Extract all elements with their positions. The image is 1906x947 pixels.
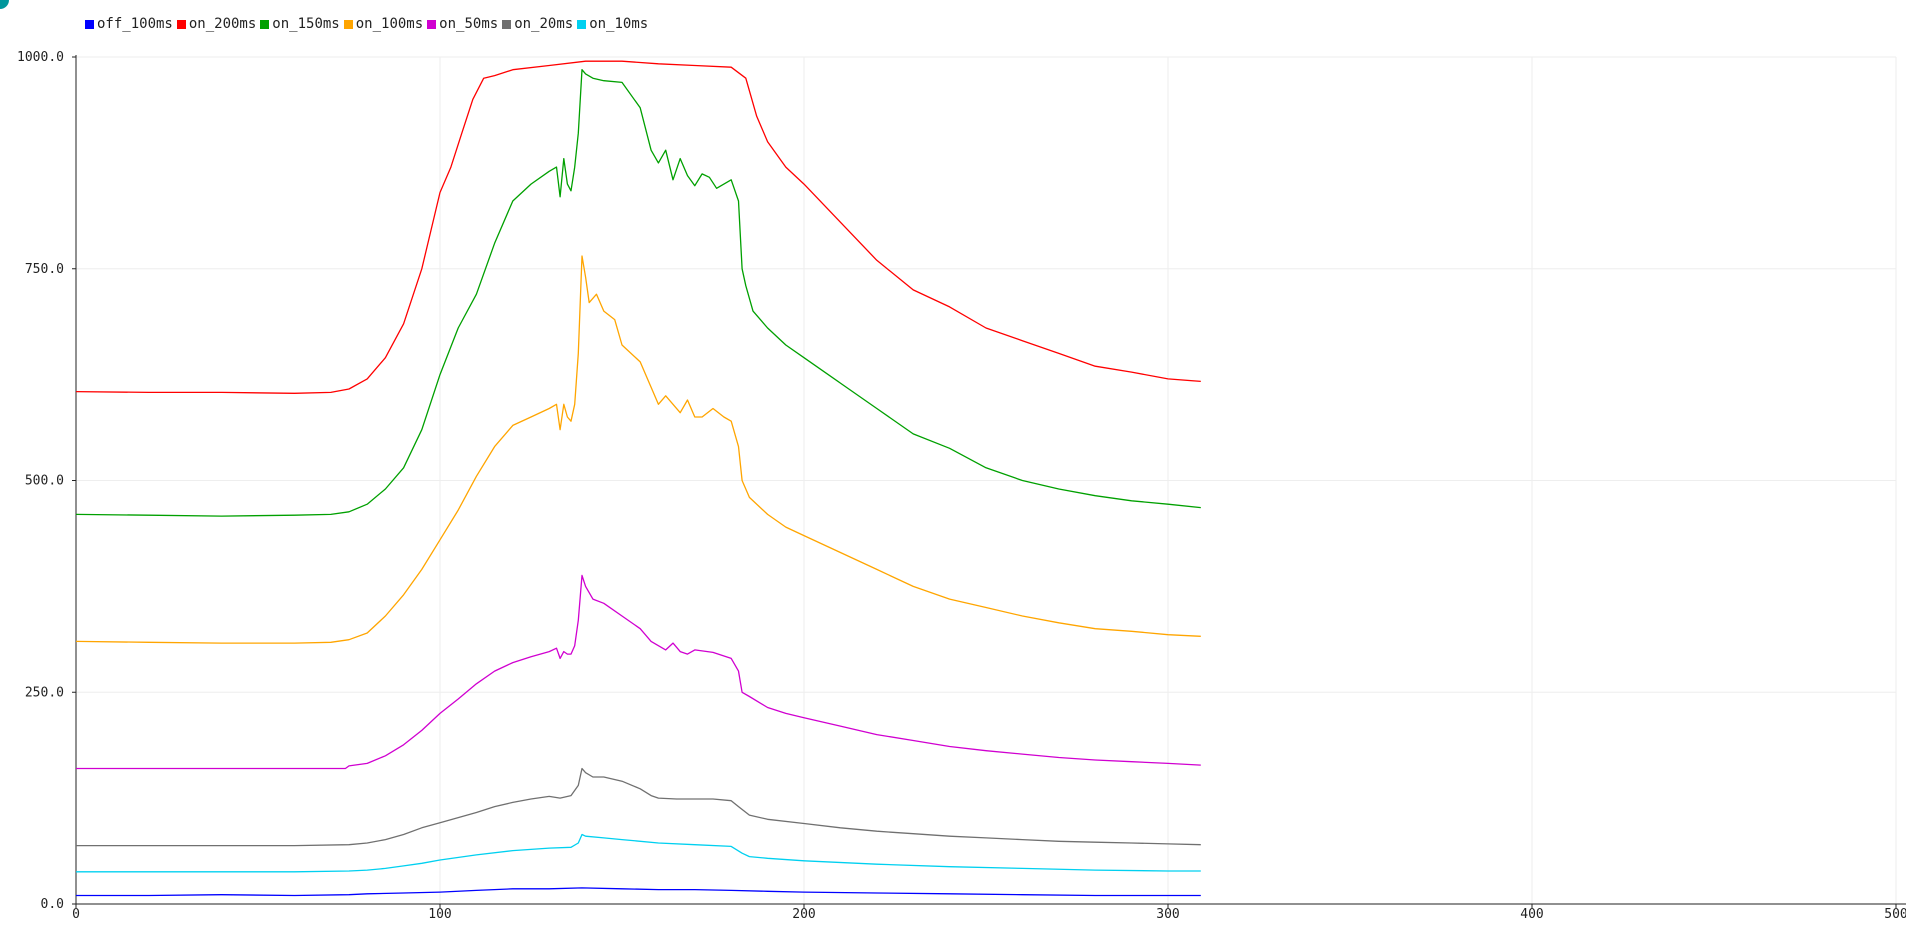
series-line-off-100ms [76, 887, 1201, 897]
legend-swatch [85, 19, 94, 29]
legend-item-on-150ms[interactable]: on_150ms [260, 16, 340, 32]
x-tick-label-3: 300 [1156, 907, 1179, 922]
legend-item-on-50ms[interactable]: on_50ms [427, 16, 498, 32]
legend-swatch [502, 19, 512, 29]
legend-item-on-200ms[interactable]: on_200ms [176, 16, 257, 32]
y-tick-label-2: 500.0 [25, 474, 64, 489]
legend-item-on-100ms[interactable]: on_100ms [343, 16, 424, 32]
series-line-on-50ms [76, 574, 1201, 770]
legend-swatch [343, 19, 353, 29]
series-line-on-100ms [75, 255, 1201, 644]
legend-label: on_150ms [272, 16, 340, 32]
x-tick-label-2: 200 [792, 907, 815, 922]
series-line-on-150ms [75, 69, 1201, 517]
y-tick-label-4: 1000.0 [17, 50, 64, 65]
y-tick-label-1: 250.0 [25, 685, 64, 700]
legend-label: on_100ms [355, 16, 424, 32]
legend-swatch [260, 19, 270, 29]
y-tick-label-3: 750.0 [25, 262, 64, 277]
legend-label: on_50ms [439, 16, 499, 32]
legend-item-off-100ms[interactable]: off_100ms [85, 16, 173, 32]
series-line-on-20ms [76, 767, 1201, 847]
series-line-on-10ms [76, 833, 1201, 873]
x-tick-label-4: 400 [1520, 907, 1543, 922]
legend-label: on_20ms [514, 16, 574, 32]
legend-label: on_10ms [589, 16, 649, 32]
legend-swatch [577, 19, 587, 29]
app-logo-icon [0, 0, 9, 9]
legend-item-on-10ms[interactable]: on_10ms [577, 16, 648, 32]
legend-label: on_200ms [188, 16, 257, 32]
x-tick-label-5: 500 [1884, 907, 1906, 922]
legend-item-on-20ms[interactable]: on_20ms [502, 16, 573, 32]
legend-swatch [427, 19, 437, 29]
legend: off_100ms on_200ms on_150ms on_100ms on_50ms… [85, 16, 652, 32]
legend-label: off_100ms [97, 16, 173, 32]
y-tick-label-0: 0.0 [41, 897, 64, 912]
series-line-on-200ms [75, 60, 1201, 394]
legend-swatch [176, 19, 186, 29]
x-tick-label-0: 0 [72, 907, 80, 922]
x-tick-label-1: 100 [428, 907, 451, 922]
